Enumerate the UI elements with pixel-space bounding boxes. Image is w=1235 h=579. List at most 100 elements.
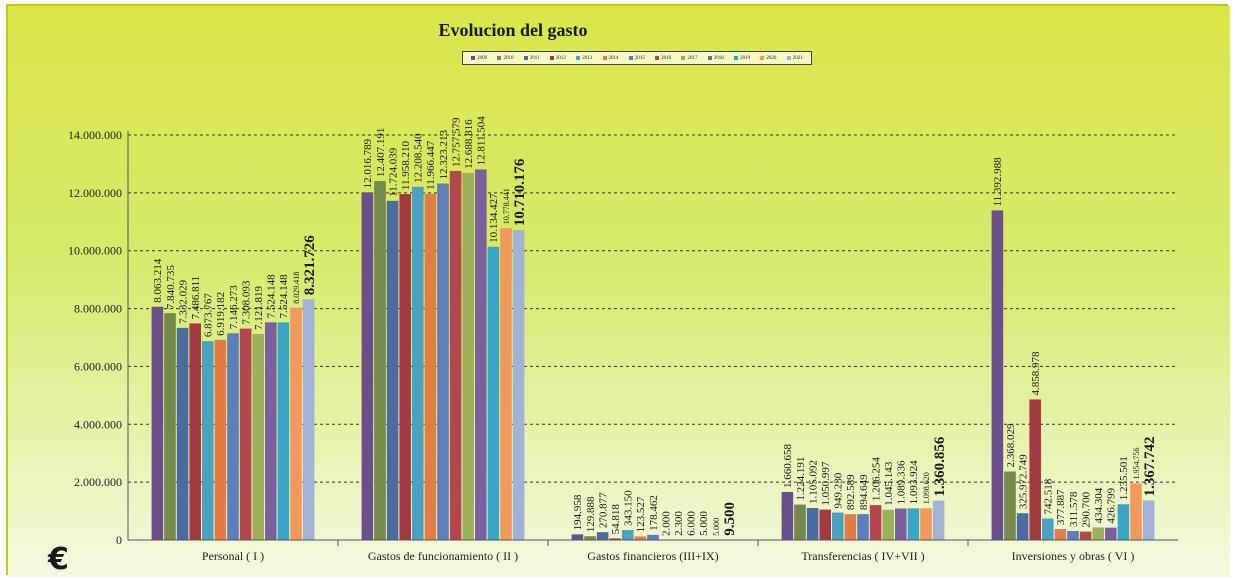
data-label: 5.000: [712, 518, 721, 536]
data-label: 2.368.029: [1005, 423, 1017, 468]
data-label: 7.308.093: [240, 280, 252, 325]
data-label: 6.000: [686, 511, 698, 536]
data-label: 343.150: [623, 490, 635, 526]
data-label: 11.392.988: [992, 157, 1004, 207]
bar: [361, 192, 374, 540]
data-label: 894.649: [858, 474, 870, 510]
data-label: 1.089.336: [896, 460, 908, 505]
bar: [512, 230, 525, 540]
data-label: 1.105.092: [807, 460, 819, 504]
y-tick-label: 4.000.000: [74, 417, 122, 431]
bar: [302, 299, 315, 540]
bar: [634, 536, 647, 540]
legend-swatch: [655, 56, 660, 60]
bar: [794, 504, 806, 540]
bar: [277, 322, 290, 540]
bar: [1029, 399, 1041, 540]
legend-swatch: [786, 56, 791, 60]
legend-label: 2019: [740, 55, 751, 61]
data-label: 7.486.811: [190, 276, 202, 320]
bar: [475, 169, 487, 541]
bar: [290, 307, 302, 540]
legend-swatch: [628, 56, 633, 60]
data-label: 7.121.819: [253, 285, 265, 330]
data-label: 434.304: [1093, 487, 1105, 523]
legend-label: 2012: [555, 55, 566, 61]
legend-item: 2015: [628, 56, 645, 61]
legend-swatch: [549, 56, 554, 60]
legend-swatch: [471, 56, 476, 60]
bar: [500, 228, 512, 540]
x-category-label: Gastos financieros (III+IX): [587, 549, 718, 563]
bar: [399, 194, 411, 540]
bar: [1130, 483, 1142, 540]
bar: [424, 193, 437, 540]
bar: [647, 534, 659, 540]
legend-swatch: [734, 56, 739, 60]
data-label: 290.700: [1080, 491, 1092, 527]
x-category-label: Personal ( I ): [202, 549, 264, 563]
data-label: 12.016.789: [362, 138, 374, 188]
data-label: 7.332.029: [177, 279, 189, 324]
bar: [252, 333, 264, 540]
bar: [882, 509, 894, 540]
legend-swatch: [576, 56, 581, 60]
data-label: 12.208.540: [413, 133, 425, 183]
legend-item: 2011: [523, 55, 540, 61]
data-label: 1.050.997: [820, 461, 832, 506]
bar: [895, 508, 907, 540]
bar: [1054, 529, 1067, 540]
x-category-label: Transferencias ( IV+VII ): [801, 549, 924, 563]
bar: [622, 530, 634, 540]
legend-swatch: [497, 56, 502, 60]
legend-item: 2018: [707, 56, 724, 61]
data-label: 8.321.726: [302, 235, 318, 296]
data-label: 194.958: [572, 494, 584, 530]
y-tick-label: 8.000.000: [74, 302, 122, 316]
data-label: 12.757.579: [450, 117, 462, 167]
bar: [907, 508, 920, 540]
data-label: 6.919.182: [215, 292, 227, 336]
data-label: 11.958.210: [400, 140, 412, 190]
data-label: 1.360.856: [932, 436, 948, 497]
bar: [227, 333, 239, 540]
x-category-label: Gastos de funcionamiento ( II ): [368, 549, 518, 563]
data-label: 377.887: [1055, 489, 1067, 525]
bar: [1117, 504, 1130, 540]
y-tick-label: 2.000.000: [74, 475, 122, 489]
bar: [487, 246, 500, 540]
bar: [857, 514, 869, 540]
data-label: 7.524.148: [266, 274, 278, 319]
y-tick-label: 14.000.000: [68, 128, 122, 142]
data-label: 12.407.191: [375, 128, 387, 178]
data-label: 4.858.978: [1030, 351, 1042, 396]
bar: [1079, 531, 1092, 540]
bar: [781, 491, 794, 540]
data-label: 10.710.176: [512, 158, 528, 226]
bar: [437, 183, 449, 540]
data-label: 10.134.427: [488, 193, 500, 243]
bar: [265, 322, 277, 540]
legend-label: 2011: [529, 55, 540, 61]
bar: [1067, 530, 1079, 540]
data-label: 54.818: [610, 504, 622, 535]
data-label: 2.300: [673, 511, 685, 536]
data-label: 123.527: [635, 496, 647, 532]
data-label: 7.146.273: [228, 285, 240, 330]
y-tick-label: 0: [116, 533, 122, 547]
data-label: 7.840.735: [165, 265, 177, 310]
data-label: 8.063.214: [152, 258, 164, 303]
bar: [239, 328, 252, 540]
bar: [991, 210, 1004, 541]
legend-item: 2010: [497, 56, 513, 61]
bar: [151, 306, 164, 540]
legend-label: 2009: [477, 55, 488, 61]
data-label: 1.045.143: [883, 461, 895, 506]
bar: [869, 505, 882, 540]
data-label: 8.029.418: [292, 272, 301, 304]
legend-item: 2021: [786, 56, 803, 61]
bar: [386, 200, 399, 540]
data-label: 270.877: [597, 492, 609, 528]
y-tick-label: 6.000.000: [74, 359, 122, 373]
bar: [1142, 500, 1155, 540]
